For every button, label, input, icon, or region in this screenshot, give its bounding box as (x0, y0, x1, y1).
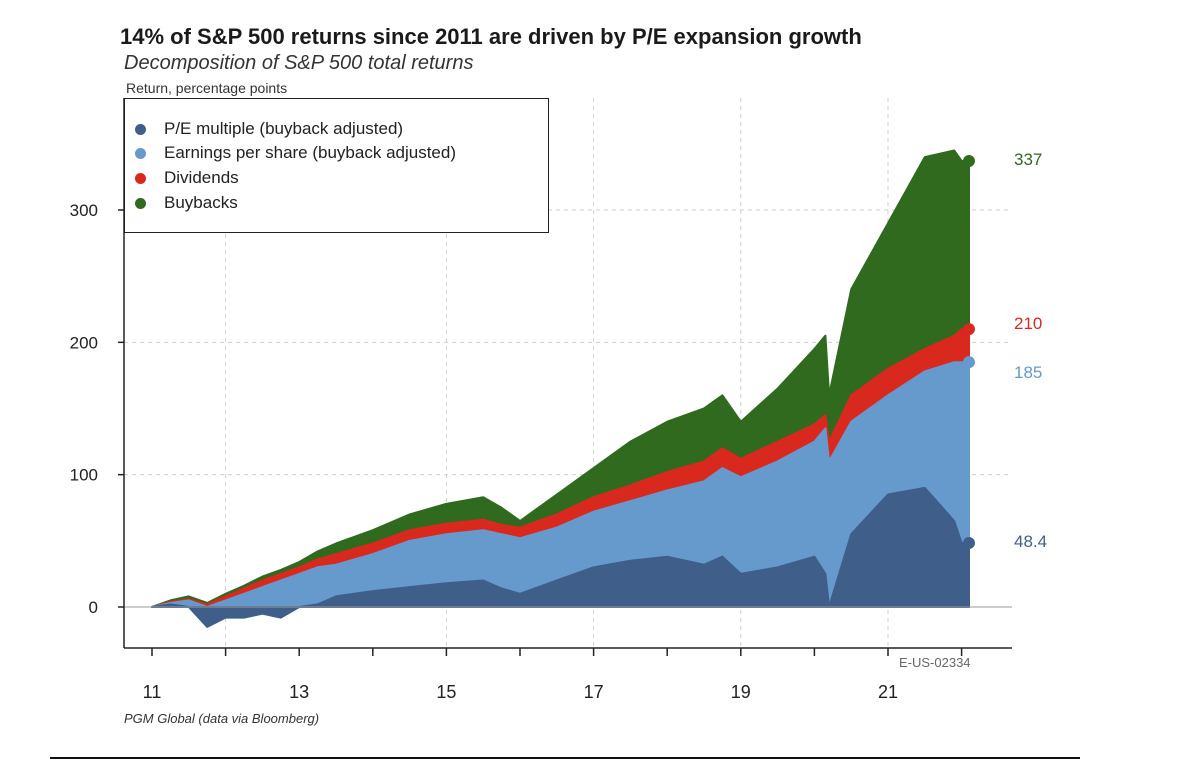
chart-subtitle: Decomposition of S&P 500 total returns (124, 52, 474, 74)
y-tick-label: 200 (70, 333, 98, 352)
x-tick-label: 21 (878, 682, 898, 702)
legend-swatch-dividends (135, 172, 146, 184)
legend-item-eps: Earnings per share (buyback adjusted) (135, 141, 456, 165)
area-pe (151, 486, 970, 628)
chart-title: 14% of S&P 500 returns since 2011 are dr… (120, 24, 862, 49)
x-tick-label: 13 (289, 682, 309, 702)
y-axis-label: Return, percentage points (126, 80, 288, 96)
legend-swatch-buybacks (135, 197, 146, 209)
end-label-pe: 48.4 (1014, 531, 1048, 551)
end-marker-eps (962, 356, 975, 369)
legend-label-buybacks: Buybacks (164, 193, 238, 212)
x-tick-label: 15 (436, 682, 456, 702)
legend-label-pe: P/E multiple (buyback adjusted) (164, 119, 404, 138)
end-label-dividends: 210 (1014, 314, 1043, 334)
area-eps (151, 361, 970, 608)
chart-code: E-US-02334 (899, 655, 971, 670)
end-label-eps: 185 (1014, 363, 1043, 383)
legend-item-buybacks: Buybacks (135, 191, 238, 215)
x-tick-label: 19 (731, 682, 751, 702)
y-tick-label: 100 (70, 466, 98, 485)
chart-legend: P/E multiple (buyback adjusted) Earnings… (124, 98, 549, 233)
end-marker-pe (962, 536, 975, 549)
y-tick-label: 300 (70, 201, 98, 220)
y-tick-label: 0 (89, 598, 98, 617)
chart-source: PGM Global (data via Bloomberg) (124, 711, 320, 726)
legend-swatch-eps (135, 147, 146, 159)
legend-label-dividends: Dividends (164, 168, 239, 187)
legend-item-pe: P/E multiple (buyback adjusted) (135, 117, 403, 141)
legend-label-eps: Earnings per share (buyback adjusted) (164, 143, 456, 162)
end-marker-dividends (962, 323, 975, 336)
bottom-rule (50, 757, 1080, 759)
legend-item-dividends: Dividends (135, 166, 239, 190)
legend-swatch-pe (135, 123, 146, 135)
x-tick-label: 17 (584, 682, 604, 702)
end-marker-buybacks (962, 155, 975, 168)
x-tick-label: 11 (143, 682, 162, 702)
end-label-buybacks: 337 (1014, 150, 1043, 170)
